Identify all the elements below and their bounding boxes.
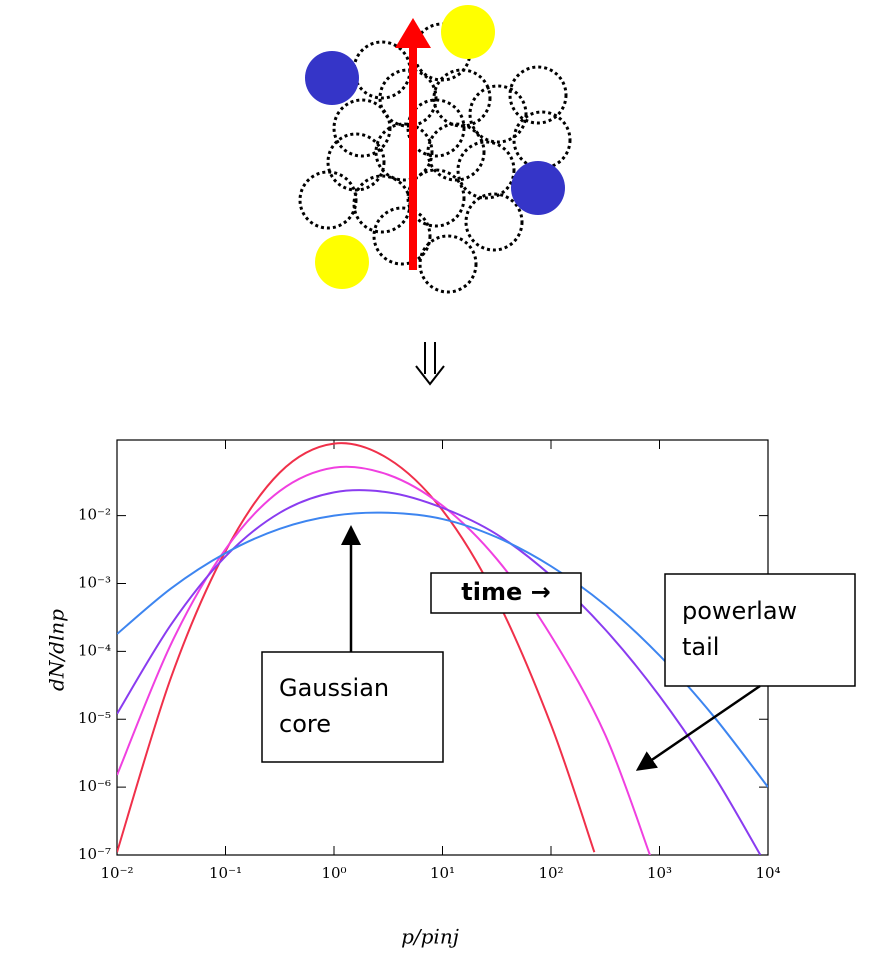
x-tick-label: 10⁰ bbox=[321, 864, 346, 882]
annotation-text: core bbox=[279, 710, 331, 738]
x-tick-label: 10⁻² bbox=[100, 864, 133, 882]
x-axis-label: p/pinj bbox=[401, 925, 459, 949]
y-tick-label: 10⁻⁶ bbox=[78, 777, 111, 795]
x-tick-label: 10¹ bbox=[430, 864, 455, 882]
y-tick-label: 10⁻⁴ bbox=[78, 641, 111, 659]
x-tick-label: 10³ bbox=[647, 864, 672, 882]
y-tick-label: 10⁻⁵ bbox=[78, 709, 111, 727]
y-axis-label: dN/dlnp bbox=[45, 609, 69, 691]
particles bbox=[305, 5, 565, 289]
y-tick-label: 10⁻² bbox=[78, 506, 111, 524]
annotation-text: tail bbox=[682, 633, 719, 661]
curve bbox=[117, 443, 594, 852]
x-tick-label: 10⁴ bbox=[755, 864, 780, 882]
annotation-text: Gaussian bbox=[279, 674, 389, 702]
annotation-box bbox=[665, 574, 855, 686]
slide: p/pinj dN/dlnp 10⁻² 10⁻¹ 10⁰ 10¹ 10² 10³ 10⁴ 10… bbox=[0, 0, 874, 954]
x-tick-label: 10⁻¹ bbox=[209, 864, 242, 882]
y-tick-label: 10⁻³ bbox=[78, 573, 111, 591]
x-tick-label: 10² bbox=[538, 864, 563, 882]
red-arrow bbox=[395, 18, 431, 270]
annotation-box bbox=[262, 652, 443, 762]
annotation-text: time → bbox=[461, 578, 550, 606]
implies-arrow bbox=[416, 342, 444, 384]
y-tick-label: 10⁻⁷ bbox=[78, 845, 111, 863]
annotation-text: powerlaw bbox=[682, 597, 797, 625]
